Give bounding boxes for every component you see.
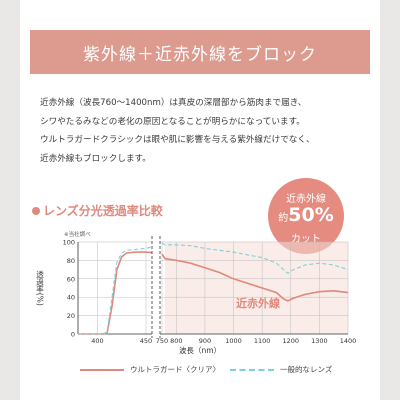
badge-line1: 近赤外線 [286,194,326,205]
y-tick-label: 100 [63,239,75,247]
chart-note: ※当社調べ [64,230,91,238]
axis-break-gap [152,236,160,338]
y-tick-label: 20 [67,312,75,320]
y-tick-label: 0 [71,331,75,339]
x-tick-label: 1100 [254,337,271,345]
series-line-ultraguard [161,253,349,302]
badge-value: 50% [288,204,334,226]
chart-section-title: レンズ分光透過率比較 [32,202,163,219]
x-tick-label: 900 [199,337,211,345]
x-axis-title: 波長（nm） [179,345,221,355]
legend-item-general: 一般的なレンズ [230,364,332,375]
x-tick-label: 1300 [311,337,328,345]
series-line-general [78,245,156,335]
badge-line3: カット [291,234,321,245]
badge-line2: 約50% [268,204,344,226]
description-text: 近赤外線（波長760～1400nm）は真皮の深層部から筋肉まで届き、 シワやたる… [40,94,370,168]
x-tick-label: 1400 [340,337,357,345]
y-axis-title: 透過率(%) [35,270,44,306]
y-tick-label: 60 [67,275,75,283]
description-line: 近赤外線もブロックします。 [40,153,151,164]
legend-dashed-line-icon [230,368,274,371]
x-tick-label: 450 [140,337,152,345]
x-tick-label: 1000 [225,337,242,345]
description-line: ウルトラガードクラシックは眼や肌に影響を与える紫外線だけでなく、 [40,135,315,145]
legend-solid-line-icon [80,368,124,371]
nir-cut-badge: 近赤外線 約50% カット [268,178,344,254]
y-tick-label: 80 [67,257,75,265]
x-tick-label: 800 [170,337,182,345]
description-line: 近赤外線（波長760～1400nm）は真皮の深層部から筋肉まで届き、 [40,98,307,108]
legend-label-ultraguard: ウルトラガード〈クリア〉 [130,365,220,374]
legend-label-general: 一般的なレンズ [280,365,333,374]
chart-section-title-text: レンズ分光透過率比較 [43,204,163,218]
nir-region-label: 近赤外線 [236,296,280,310]
chart-legend: ウルトラガード〈クリア〉 一般的なレンズ [0,364,400,378]
badge-prefix: 約 [278,213,289,224]
x-tick-label: 1200 [282,337,299,345]
y-tick-label: 40 [67,294,75,302]
nir-region-shade [164,242,348,334]
legend-item-ultraguard: ウルトラガード〈クリア〉 [80,364,220,375]
series-line-general [161,242,349,274]
headline-text: 紫外線＋近赤外線をブロック [83,44,317,65]
x-tick-label: 750 [156,337,168,345]
headline-banner: 紫外線＋近赤外線をブロック [30,30,370,74]
x-tick-label: 400 [91,337,103,345]
description-line: シワやたるみなどの老化の原因となることが明らかになっています。 [40,116,305,127]
bullet-dot-icon [32,206,40,215]
